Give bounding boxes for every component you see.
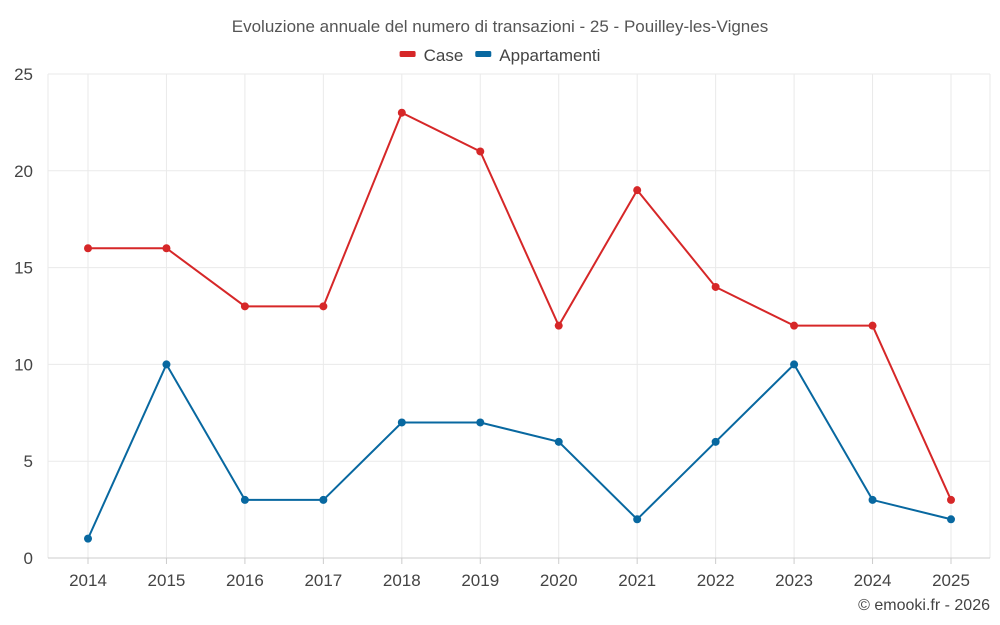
x-tick-label: 2015 <box>148 571 186 590</box>
data-point-appartamenti: 2020: 6 <box>554 437 563 446</box>
chart-title: Evoluzione annuale del numero di transaz… <box>232 17 768 36</box>
legend-label-appartamenti: Appartamenti <box>499 46 600 65</box>
x-tick-label: 2014 <box>69 571 107 590</box>
data-point-appartamenti: 2019: 7 <box>476 418 485 427</box>
y-axis-ticks: 0 5 10 15 20 25 <box>14 65 33 568</box>
grid <box>47 73 991 558</box>
data-point-case: 2018: 23 <box>397 108 406 117</box>
data-point-appartamenti: 2018: 7 <box>397 418 406 427</box>
data-point-case: 2016: 13 <box>240 302 249 311</box>
y-tick-label: 0 <box>24 549 33 568</box>
data-point-appartamenti: 2025: 2 <box>947 515 955 524</box>
legend-swatch-case <box>399 51 416 57</box>
x-tick-label: 2021 <box>618 571 656 590</box>
legend[interactable]: Case Appartamenti <box>399 46 601 65</box>
data-point-case: 2017: 13 <box>319 302 328 311</box>
y-tick-label: 10 <box>14 355 33 374</box>
x-tick-label: 2023 <box>775 571 813 590</box>
x-tick-label: 2017 <box>304 571 342 590</box>
data-point-appartamenti: 2016: 3 <box>240 495 249 504</box>
data-point-appartamenti: 2014: 1 <box>84 534 92 543</box>
x-tick-label: 2019 <box>461 571 499 590</box>
data-point-case: 2020: 12 <box>554 321 563 330</box>
data-point-case: 2019: 21 <box>476 147 485 156</box>
data-point-appartamenti: 2023: 10 <box>790 360 799 369</box>
x-tick-label: 2022 <box>697 571 735 590</box>
x-tick-label: 2025 <box>932 571 970 590</box>
legend-swatch-appartamenti <box>475 51 492 57</box>
series-line-case <box>88 111 952 501</box>
x-tick-label: 2020 <box>540 571 578 590</box>
data-point-appartamenti: 2021: 2 <box>633 515 642 524</box>
data-point-case: 2023: 12 <box>790 321 799 330</box>
series-appartamenti: 2014: 1 2015: 10 2016: 3 2017: 3 2018: 7 2019… <box>84 360 955 543</box>
data-point-case: 2015: 16 <box>162 244 171 253</box>
data-point-appartamenti: 2024: 3 <box>868 495 877 504</box>
legend-item-case[interactable]: Case <box>399 46 464 65</box>
series-group: 2014: 16 2015: 16 2016: 13 2017: 13 2018: 23… <box>84 108 955 543</box>
series-line-appartamenti <box>87 362 952 540</box>
y-tick-label: 25 <box>14 65 33 84</box>
x-tick-label: 2016 <box>226 571 264 590</box>
x-tick-label: 2018 <box>383 571 421 590</box>
series-case: 2014: 16 2015: 16 2016: 13 2017: 13 2018: 23… <box>84 108 955 504</box>
x-tick-label: 2024 <box>854 571 892 590</box>
data-point-case: 2025: 3 <box>947 495 955 504</box>
y-tick-label: 15 <box>14 259 33 278</box>
legend-item-appartamenti[interactable]: Appartamenti <box>475 46 600 65</box>
credit-text: © emooki.fr - 2026 <box>858 597 990 614</box>
x-axis-ticks: 2014 2015 2016 2017 2018 2019 2020 2021 2022 2023… <box>69 558 970 590</box>
data-point-appartamenti: 2015: 10 <box>162 360 171 369</box>
data-point-appartamenti: 2017: 3 <box>319 495 328 504</box>
data-point-appartamenti: 2022: 6 <box>711 437 720 446</box>
data-point-case: 2024: 12 <box>868 321 877 330</box>
data-point-case: 2022: 14 <box>711 282 720 291</box>
data-point-case: 2021: 19 <box>633 186 642 195</box>
legend-label-case: Case <box>424 46 464 65</box>
y-tick-label: 20 <box>14 162 33 181</box>
y-tick-label: 5 <box>24 452 33 471</box>
data-point-case: 2014: 16 <box>84 244 92 253</box>
